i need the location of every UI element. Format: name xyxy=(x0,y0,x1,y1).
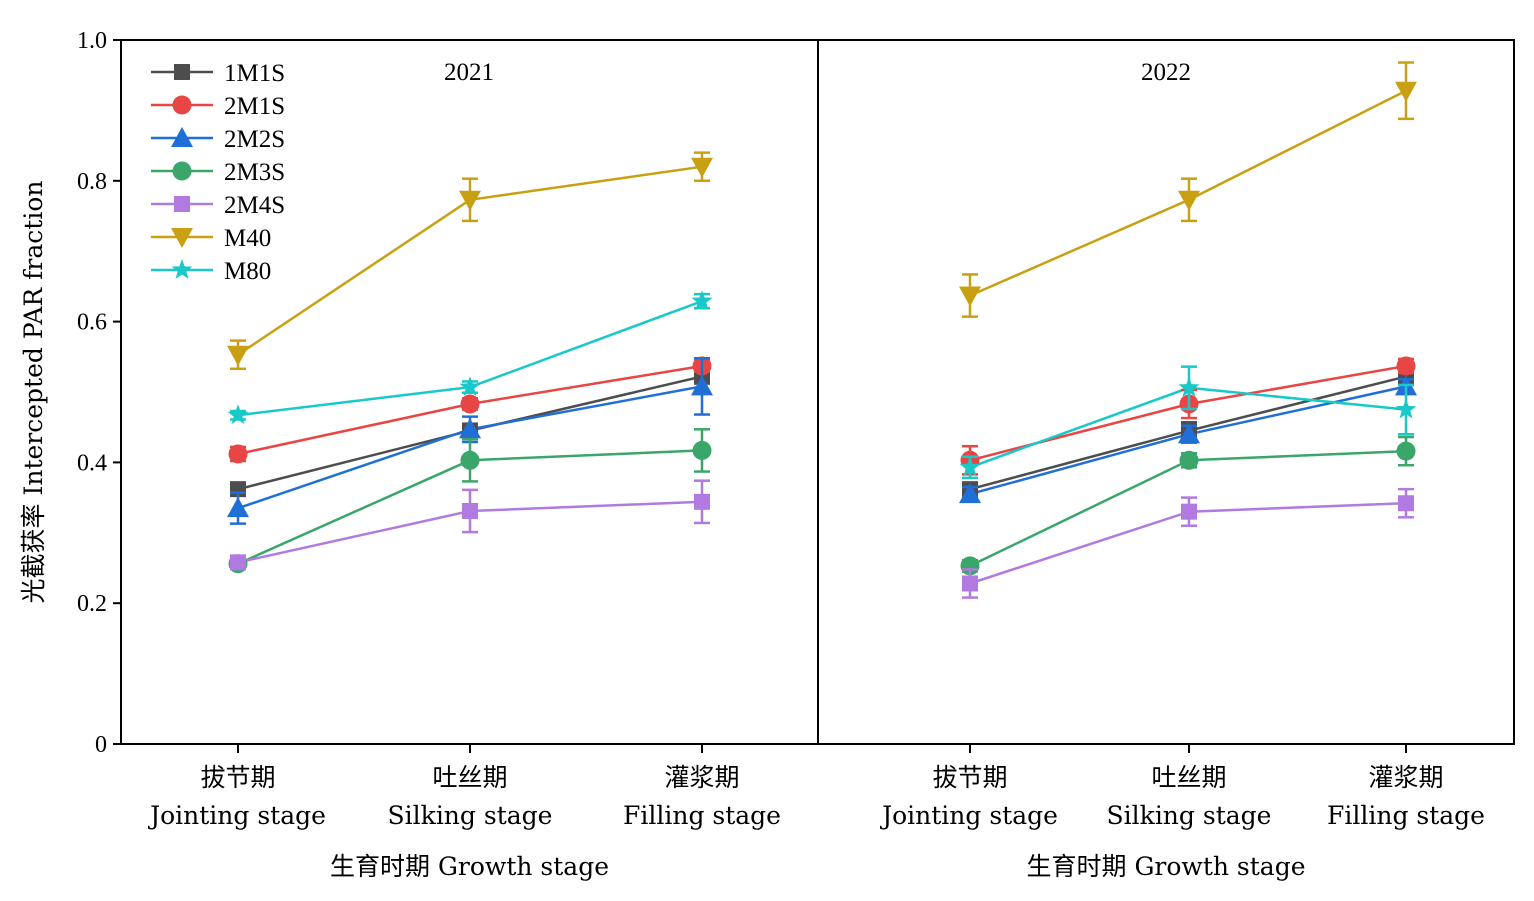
x-tick-label-en: Silking stage xyxy=(388,801,553,830)
legend-marker xyxy=(171,127,193,147)
data-point-2m4s xyxy=(694,493,710,510)
data-point-m80 xyxy=(1178,376,1200,397)
legend-label: 1M1S xyxy=(224,60,285,87)
legend-marker xyxy=(171,259,193,279)
legend-marker xyxy=(171,228,193,248)
x-tick-label-en: Jointing stage xyxy=(879,801,1058,830)
x-tick-label-en: Jointing stage xyxy=(147,801,326,830)
x-tick-label-cn: 吐丝期 xyxy=(432,763,507,792)
y-tick-label: 0.8 xyxy=(77,169,107,195)
x-tick-label-cn: 灌浆期 xyxy=(1368,763,1443,792)
data-point-2m3s xyxy=(460,450,480,470)
panel-year-label: 2021 xyxy=(444,59,494,86)
x-tick-label-en: Filling stage xyxy=(623,801,781,830)
x-tick-label-en: Filling stage xyxy=(1327,801,1485,830)
data-point-2m4s xyxy=(462,502,478,519)
x-tick-label-cn: 吐丝期 xyxy=(1151,763,1226,792)
data-point-2m2s xyxy=(691,375,713,396)
x-tick-label-en: Silking stage xyxy=(1107,801,1272,830)
y-tick-label: 0 xyxy=(95,732,107,758)
data-point-2m4s xyxy=(230,554,246,571)
legend-label: 2M3S xyxy=(224,159,285,186)
data-point-2m2s xyxy=(227,497,249,518)
legend-marker xyxy=(172,95,192,115)
legend-label: 2M1S xyxy=(224,93,285,120)
data-point-2m3s xyxy=(692,440,712,460)
data-point-2m3s xyxy=(1396,441,1416,461)
data-point-m80 xyxy=(1395,398,1417,419)
data-point-2m1s xyxy=(228,444,248,464)
data-point-2m1s xyxy=(1396,356,1416,376)
data-point-2m2s xyxy=(1178,423,1200,444)
data-point-2m2s xyxy=(459,418,481,439)
legend-label: M80 xyxy=(224,258,271,285)
panel-year-label: 2022 xyxy=(1141,59,1191,86)
x-tick-label-cn: 灌浆期 xyxy=(664,763,739,792)
data-point-m40 xyxy=(1395,81,1417,102)
y-tick-label: 0.6 xyxy=(77,310,107,336)
data-point-2m4s xyxy=(1398,495,1414,512)
data-point-m40 xyxy=(691,157,713,178)
data-point-m40 xyxy=(959,286,981,307)
data-point-2m4s xyxy=(1181,503,1197,520)
y-tick-label: 1.0 xyxy=(77,28,107,54)
y-tick-label: 0.4 xyxy=(77,450,107,476)
data-point-m80 xyxy=(959,456,981,477)
data-point-2m1s xyxy=(460,394,480,414)
data-point-2m3s xyxy=(1179,450,1199,470)
legend-label: 2M4S xyxy=(224,192,285,219)
data-point-m80 xyxy=(459,376,481,396)
data-point-m40 xyxy=(1178,190,1200,211)
data-point-2m4s xyxy=(962,575,978,592)
legend-marker xyxy=(174,196,190,212)
data-point-2m2s xyxy=(959,483,981,504)
x-tick-label-cn: 拔节期 xyxy=(200,763,275,792)
y-axis-title: 光截获率 Intercepted PAR fraction xyxy=(19,181,48,604)
legend-label: M40 xyxy=(224,225,271,252)
x-axis-title: 生育时期 Growth stage xyxy=(330,852,609,881)
data-point-m40 xyxy=(227,345,249,366)
data-point-m40 xyxy=(459,190,481,211)
x-axis-title: 生育时期 Growth stage xyxy=(1027,852,1306,881)
x-tick-label-cn: 拔节期 xyxy=(932,763,1007,792)
legend-label: 2M2S xyxy=(224,126,285,153)
y-tick-label: 0.2 xyxy=(77,591,107,617)
data-point-m80 xyxy=(691,290,713,311)
legend-marker xyxy=(172,161,192,181)
legend-marker xyxy=(174,64,190,80)
data-point-m80 xyxy=(227,404,249,425)
